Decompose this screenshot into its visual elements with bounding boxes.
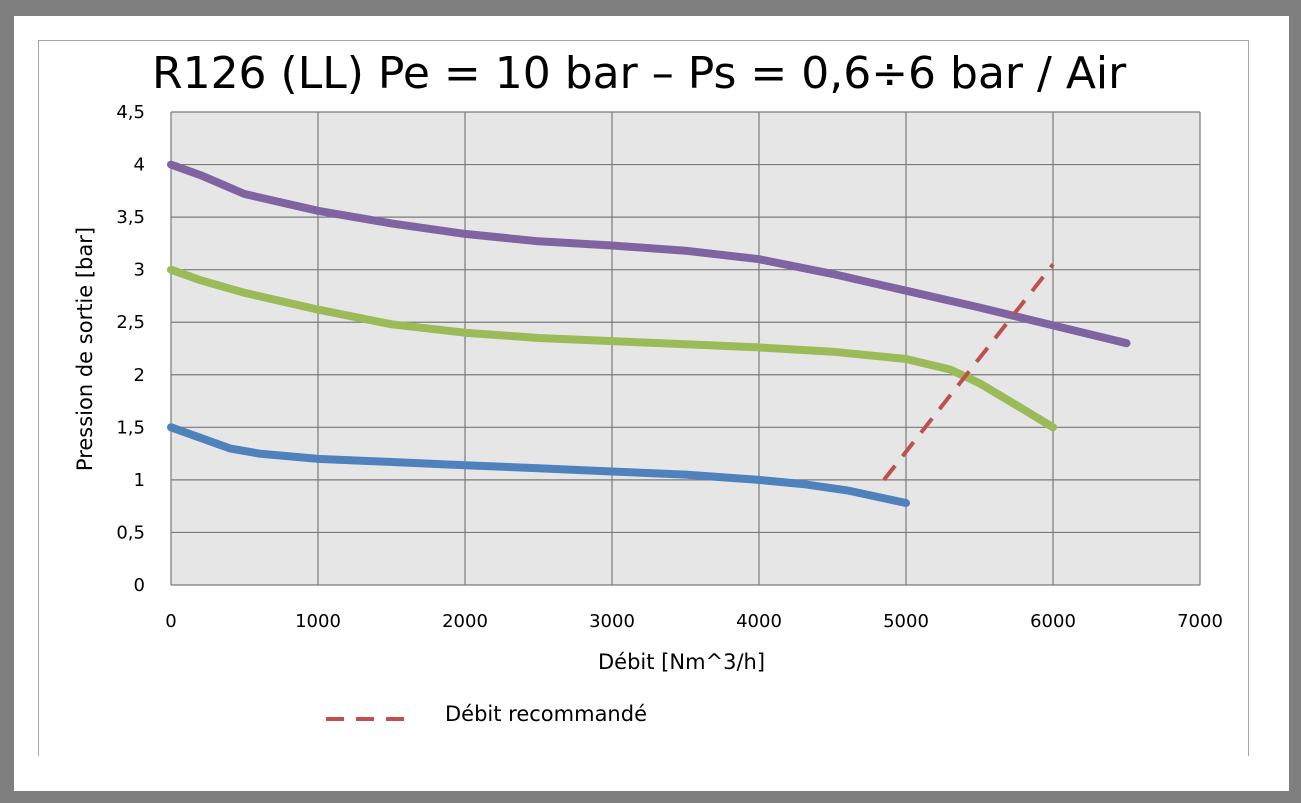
x-tick-label: 6000 — [1030, 611, 1076, 632]
y-tick-label: 2,5 — [116, 312, 145, 333]
chart-border-right — [1248, 40, 1249, 756]
y-tick-label: 1 — [134, 470, 145, 491]
chart-border-top — [38, 40, 1249, 41]
data-series — [167, 160, 1131, 507]
chart-border-left — [38, 40, 39, 756]
y-tick-label: 3,5 — [116, 207, 145, 228]
y-tick-label: 1,5 — [116, 417, 145, 438]
tick-labels: 0 1000 2000 3000 4000 5000 6000 7000 0 0,5 1 1,5 2 2,… — [116, 102, 1223, 632]
y-tick-label: 3 — [134, 260, 145, 281]
x-tick-label: 4000 — [736, 611, 782, 632]
x-tick-label: 7000 — [1177, 611, 1223, 632]
recommended-flow-line — [882, 263, 1055, 482]
y-tick-label: 2 — [134, 365, 145, 386]
legend-label-recommended-flow: Débit recommandé — [445, 702, 647, 726]
x-tick-label: 2000 — [442, 611, 488, 632]
x-tick-label: 3000 — [589, 611, 635, 632]
x-tick-label: 5000 — [883, 611, 929, 632]
x-tick-label: 0 — [165, 611, 176, 632]
y-tick-label: 0,5 — [116, 522, 145, 543]
y-tick-label: 4 — [134, 155, 145, 176]
y-axis-label: Pression de sortie [bar] — [73, 226, 97, 472]
chart-title: R126 (LL) Pe = 10 bar – Ps = 0,6÷6 bar /… — [152, 48, 1127, 99]
series-line — [167, 423, 910, 507]
y-tick-label: 4,5 — [116, 102, 145, 123]
x-axis-label: Débit [Nm^3/h] — [598, 650, 766, 674]
y-tick-label: 0 — [134, 575, 145, 596]
plot-area — [171, 112, 1200, 585]
x-tick-label: 1000 — [295, 611, 341, 632]
